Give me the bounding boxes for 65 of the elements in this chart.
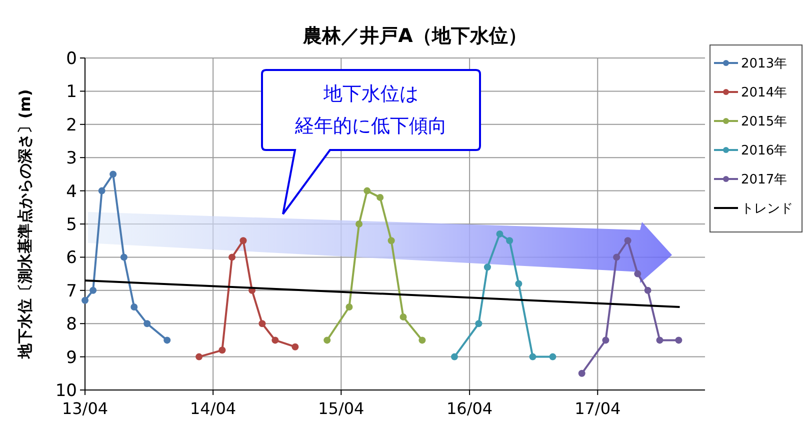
point (549, 353, 556, 360)
point (602, 336, 610, 344)
point (98, 187, 106, 194)
point (675, 336, 682, 344)
y-tick-label: 3 (66, 148, 77, 169)
point (346, 304, 353, 310)
legend-label: 2016年 (741, 144, 788, 159)
point (613, 254, 620, 261)
point (450, 353, 458, 360)
point (515, 280, 522, 288)
annotation: 経年的に低下傾向 (294, 115, 447, 137)
y-tick-label: 0 (66, 48, 77, 69)
y-tick-label: 7 (66, 281, 77, 302)
y-tick-label: 4 (66, 182, 77, 202)
y-tick-label: 9 (66, 348, 77, 368)
y-tick-label: 8 (66, 314, 77, 335)
point (578, 370, 586, 377)
point (496, 230, 504, 238)
point (130, 304, 138, 310)
x-tick-label: 13/04 (62, 399, 108, 418)
point (110, 170, 117, 178)
point (388, 237, 395, 244)
legend-label: 2014年 (741, 86, 788, 101)
y-tick-label: 10 (55, 380, 77, 401)
point (196, 353, 203, 360)
y-tick-label: 2 (66, 115, 77, 136)
point (376, 194, 384, 201)
point (400, 313, 407, 320)
point (506, 237, 514, 244)
point (656, 336, 664, 344)
legend-label: 2017年 (741, 172, 788, 188)
point (644, 286, 652, 294)
x-tick-label: 15/04 (318, 399, 364, 418)
point (164, 336, 171, 344)
point (356, 220, 363, 228)
point (529, 353, 536, 360)
point (144, 320, 151, 328)
point (364, 187, 371, 194)
x-tick-label: 17/04 (574, 399, 621, 418)
point (484, 264, 491, 271)
chart-title: 農林／井戸A（地下水位） (302, 25, 527, 47)
y-axis-title: 地下水位〔測水基準点からの深さ〕(m) (16, 89, 34, 360)
point (258, 320, 266, 328)
point (634, 270, 642, 278)
y-tick-label: 1 (66, 82, 77, 102)
y-tick-label: 5 (66, 214, 77, 235)
point (82, 296, 88, 304)
point (292, 343, 299, 350)
point (90, 286, 97, 294)
x-tick-label: 16/04 (446, 399, 493, 418)
legend-label: トレンド (741, 202, 793, 217)
point (120, 254, 128, 261)
point (475, 320, 482, 328)
point (624, 237, 632, 244)
point (228, 254, 236, 261)
point (324, 336, 331, 344)
y-tick-label: 6 (66, 248, 77, 268)
legend-label: 2013年 (741, 56, 788, 72)
annotation: 地下水位は (322, 83, 418, 105)
legend-label: 2015年 (741, 114, 788, 130)
point (418, 336, 426, 344)
x-tick-label: 14/04 (190, 399, 236, 418)
point (218, 346, 226, 354)
point (272, 336, 279, 344)
point (240, 237, 247, 244)
